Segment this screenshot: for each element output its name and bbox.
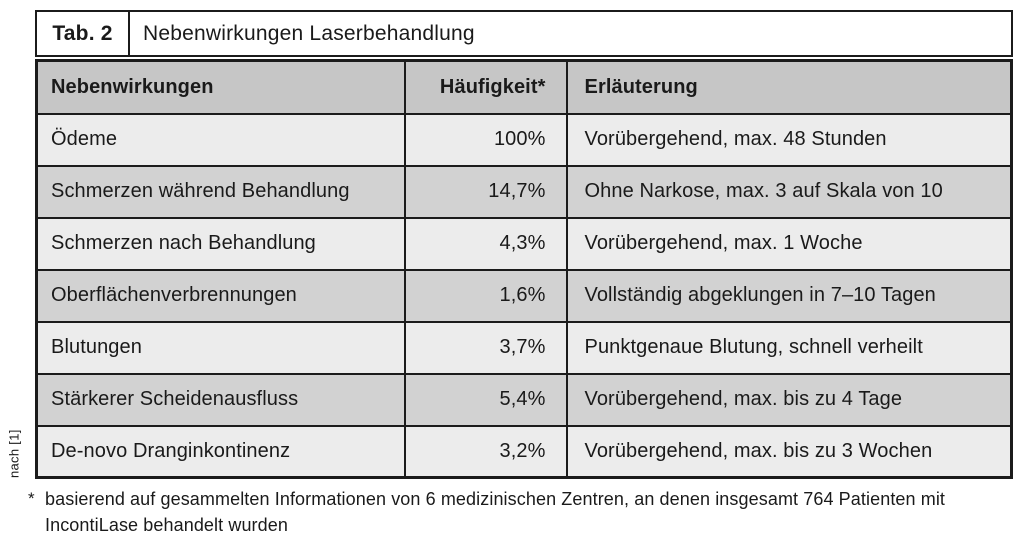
side-effect-frequency: 100%: [403, 112, 568, 167]
table-row: Schmerzen während Behandlung 14,7% Ohne …: [35, 164, 1013, 219]
column-header-haeufigkeit: Häufigkeit*: [403, 59, 568, 115]
column-header-nebenwirkungen: Nebenwirkungen: [35, 59, 406, 115]
footnote: * basierend auf gesammelten Informatione…: [28, 486, 977, 538]
side-effect-frequency: 3,7%: [403, 320, 568, 375]
footnote-text: basierend auf gesammelten Informationen …: [45, 489, 946, 535]
side-effect-name: Blutungen: [35, 320, 406, 375]
column-header-erlaeuterung: Erläuterung: [565, 59, 1013, 115]
side-effect-name: Schmerzen während Behandlung: [35, 164, 406, 219]
table-title: Nebenwirkungen Laserbehandlung: [143, 21, 475, 45]
side-effect-name: Stärkerer Scheidenausfluss: [35, 372, 406, 427]
table-row: Stärkerer Scheidenausfluss 5,4% Vorüberg…: [35, 372, 1013, 427]
side-effect-note: Punktgenaue Blutung, schnell verheilt: [565, 320, 1013, 375]
side-effect-note: Vorübergehend, max. 1 Woche: [565, 216, 1013, 271]
table-row: Schmerzen nach Behandlung 4,3% Vorüberge…: [35, 216, 1013, 271]
side-effects-table: Nebenwirkungen Häufigkeit* Erläuterung Ö…: [35, 59, 1013, 479]
table-number: Tab. 2: [37, 12, 130, 55]
footnote-marker: *: [28, 489, 35, 508]
side-effect-name: Ödeme: [35, 112, 406, 167]
side-effect-frequency: 4,3%: [403, 216, 568, 271]
side-effect-name: De-novo Dranginkontinenz: [35, 424, 406, 479]
table-header-row: Nebenwirkungen Häufigkeit* Erläuterung: [35, 59, 1013, 115]
table-row: De-novo Dranginkontinenz 3,2% Vorübergeh…: [35, 424, 1013, 479]
table-block: Tab. 2 Nebenwirkungen Laserbehandlung Ne…: [35, 10, 1013, 479]
side-effect-name: Oberflächenverbrennungen: [35, 268, 406, 323]
table-row: Ödeme 100% Vorübergehend, max. 48 Stunde…: [35, 112, 1013, 167]
side-effect-frequency: 14,7%: [403, 164, 568, 219]
table-caption: Tab. 2 Nebenwirkungen Laserbehandlung: [35, 10, 1013, 57]
side-effect-note: Vorübergehend, max. 48 Stunden: [565, 112, 1013, 167]
side-effect-note: Vorübergehend, max. bis zu 4 Tage: [565, 372, 1013, 427]
side-effect-note: Vorübergehend, max. bis zu 3 Wochen: [565, 424, 1013, 479]
table-row: Blutungen 3,7% Punktgenaue Blutung, schn…: [35, 320, 1013, 375]
table-row: Oberflächenverbrennungen 1,6% Vollständi…: [35, 268, 1013, 323]
side-effect-frequency: 3,2%: [403, 424, 568, 479]
side-effect-note: Ohne Narkose, max. 3 auf Skala von 10: [565, 164, 1013, 219]
side-effect-note: Vollständig abgeklungen in 7–10 Tagen: [565, 268, 1013, 323]
source-citation: nach [1]: [6, 429, 22, 478]
side-effect-frequency: 1,6%: [403, 268, 568, 323]
side-effect-frequency: 5,4%: [403, 372, 568, 427]
side-effect-name: Schmerzen nach Behandlung: [35, 216, 406, 271]
